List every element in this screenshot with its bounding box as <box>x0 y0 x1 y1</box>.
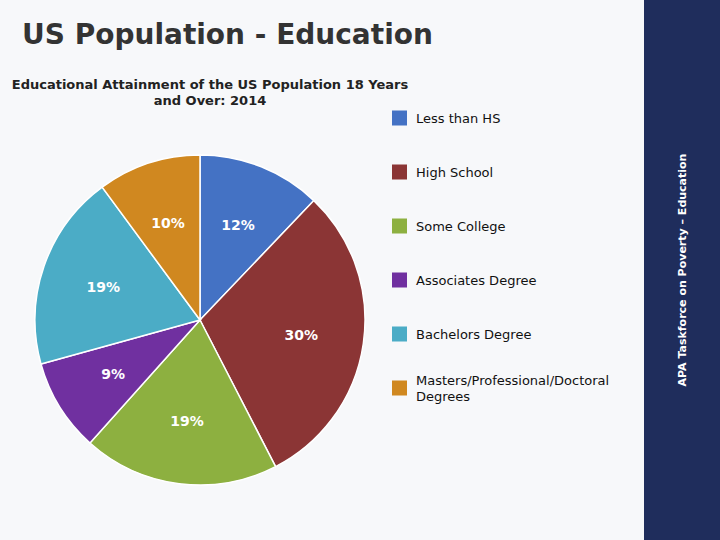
legend-entry: Bachelors Degree <box>416 327 531 342</box>
legend-entry: Less than HS <box>416 111 500 126</box>
data-label: 12% <box>221 217 255 233</box>
legend-swatch <box>392 381 407 396</box>
annotation: APA Taskforce on Poverty – Education <box>676 154 689 387</box>
text-line: Degrees <box>416 389 470 404</box>
chart-svg: APA Taskforce on Poverty – Education US P… <box>0 0 720 540</box>
text-line: Masters/Professional/Doctoral <box>416 373 609 388</box>
legend-swatch <box>392 111 407 126</box>
chart-container: APA Taskforce on Poverty – Education US P… <box>0 0 720 540</box>
legend-swatch <box>392 327 407 342</box>
pie-slice <box>102 155 200 320</box>
subtitle: Educational Attainment of the US Populat… <box>12 77 409 108</box>
legend-entry: Associates Degree <box>416 273 536 288</box>
text-line: and Over: 2014 <box>154 93 267 108</box>
text-line: High School <box>416 165 493 180</box>
text-line: Educational Attainment of the US Populat… <box>12 77 409 92</box>
text-line: Associates Degree <box>416 273 536 288</box>
data-label: 19% <box>170 413 204 429</box>
data-label: 9% <box>101 366 125 382</box>
legend-swatch <box>392 273 407 288</box>
text-line: Less than HS <box>416 111 500 126</box>
legend: Less than HS High School Some College Assoc… <box>392 111 609 404</box>
pie <box>35 155 365 485</box>
text-line: Bachelors Degree <box>416 327 531 342</box>
background <box>0 0 720 540</box>
data-label: 10% <box>151 215 185 231</box>
sidebar <box>644 0 720 540</box>
legend-entry: High School <box>416 165 493 180</box>
data-labels: 12% 30% 19% 9% 19% 10% <box>87 215 318 430</box>
legend-swatch <box>392 219 407 234</box>
text-line: Some College <box>416 219 506 234</box>
legend-entry: Some College <box>416 219 506 234</box>
data-label: 19% <box>87 279 121 295</box>
data-label: 30% <box>285 327 319 343</box>
title: US Population - Education <box>22 18 433 51</box>
legend-swatch <box>392 165 407 180</box>
legend-entry: Masters/Professional/DoctoralDegrees <box>416 373 609 404</box>
